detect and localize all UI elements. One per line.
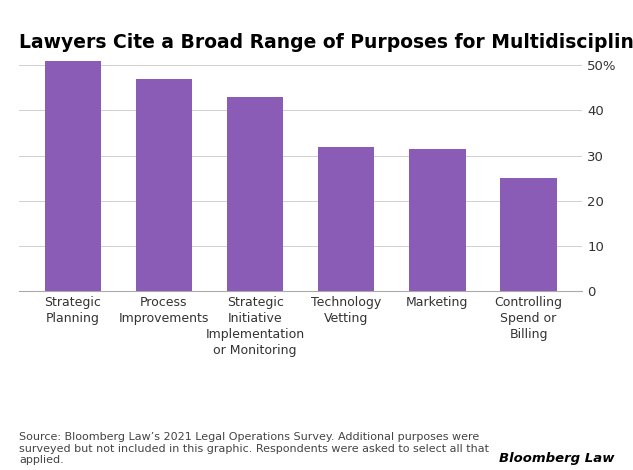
Bar — [135, 78, 192, 291]
Bar — [44, 61, 101, 291]
Bar — [318, 147, 375, 291]
Bar — [409, 149, 466, 291]
Text: Bloomberg Law: Bloomberg Law — [499, 452, 614, 465]
Text: Source: Bloomberg Law’s 2021 Legal Operations Survey. Additional purposes were
s: Source: Bloomberg Law’s 2021 Legal Opera… — [19, 432, 489, 465]
Text: Lawyers Cite a Broad Range of Purposes for Multidisciplinary Teams: Lawyers Cite a Broad Range of Purposes f… — [19, 33, 633, 52]
Bar — [227, 97, 284, 291]
Bar — [500, 178, 557, 291]
